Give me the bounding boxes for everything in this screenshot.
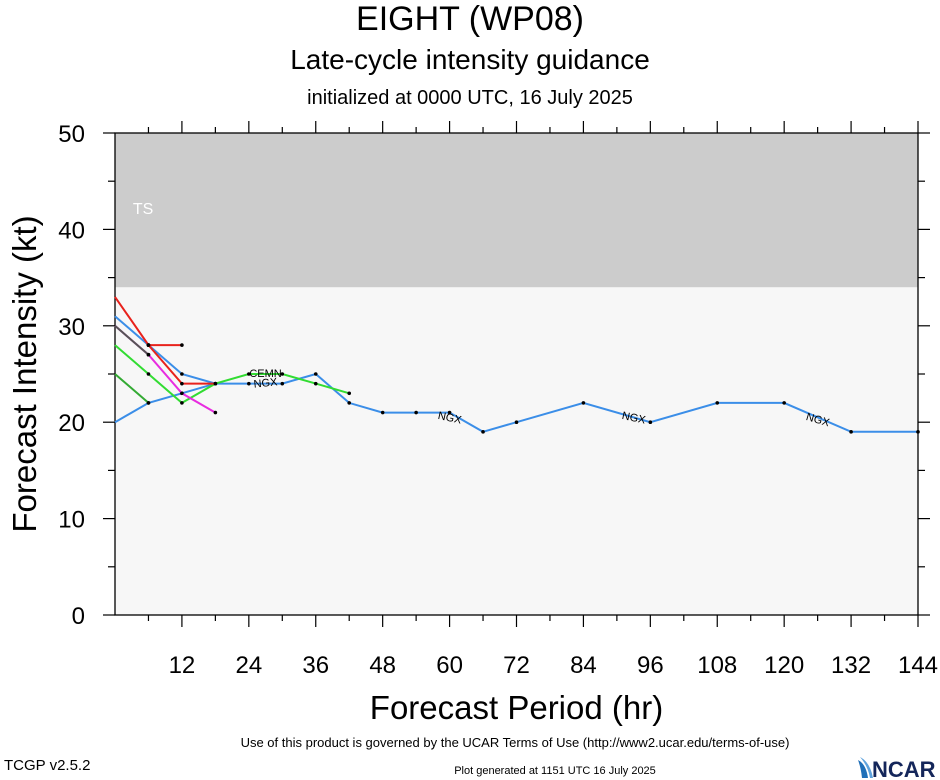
generated-time: Plot generated at 1151 UTC 16 July 2025 — [454, 765, 656, 777]
series-label: NGX — [621, 410, 647, 427]
series-label: NGX — [253, 376, 279, 390]
data-point — [414, 410, 418, 415]
series-model-3 — [114, 373, 151, 405]
data-point — [481, 430, 485, 434]
data-point — [916, 430, 920, 434]
y-tick-label: 40 — [58, 217, 85, 244]
data-point — [715, 401, 720, 405]
series-label: CEMN — [249, 368, 281, 380]
y-tick-label: 10 — [58, 507, 85, 534]
chart-subtitle: Late-cycle intensity guidance — [290, 44, 650, 75]
data-point — [180, 391, 184, 396]
data-point — [146, 352, 151, 357]
data-point — [146, 372, 151, 376]
x-tick-label: 132 — [831, 652, 871, 679]
initialization-time: initialized at 0000 UTC, 16 July 2025 — [307, 87, 633, 109]
data-point — [849, 430, 853, 434]
data-point — [347, 391, 352, 396]
y-tick-label: 30 — [58, 314, 85, 341]
data-point — [180, 381, 184, 386]
series-model-5 — [146, 343, 218, 386]
data-point — [347, 401, 352, 405]
data-point — [146, 343, 151, 347]
series-line — [114, 373, 150, 404]
data-point — [280, 381, 285, 386]
intensity-chart: TS 0 10 20 30 40 50 12 24 36 48 60 72 84 96 108 120 132 14… — [6, 121, 938, 726]
logo-arc-icon — [858, 760, 868, 778]
data-point — [380, 410, 385, 415]
data-point — [581, 401, 586, 405]
data-point — [180, 343, 184, 347]
series-line — [114, 344, 350, 405]
series-model-7 — [114, 325, 151, 357]
terms-of-use: Use of this product is governed by the U… — [240, 735, 790, 750]
y-tick-label: 20 — [58, 410, 85, 437]
x-tick-label: 96 — [637, 652, 664, 679]
ncar-logo: NCAR — [858, 757, 936, 780]
series-label: NGX — [437, 410, 463, 427]
x-tick-label: 144 — [898, 652, 938, 679]
intensity-band — [115, 133, 918, 288]
data-point — [280, 372, 285, 376]
data-point — [247, 372, 251, 376]
series-line — [114, 315, 216, 385]
x-tick-label: 24 — [235, 652, 262, 679]
data-point — [180, 372, 184, 376]
y-tick-label: 50 — [58, 121, 85, 148]
x-tick-label: 36 — [302, 652, 329, 679]
intensity-band — [115, 287, 918, 615]
y-tick-label: 0 — [72, 603, 85, 630]
data-point — [213, 410, 218, 415]
x-tick-label: 12 — [169, 652, 196, 679]
data-point — [313, 372, 318, 376]
series-line — [114, 325, 150, 356]
series-cemn: CEMN — [114, 344, 352, 405]
data-point — [514, 420, 519, 425]
logo-text: NCAR — [872, 757, 936, 780]
x-tick-label: 108 — [697, 652, 737, 679]
version-label: TCGP v2.5.2 — [4, 757, 91, 774]
data-point — [447, 410, 452, 415]
data-point — [313, 381, 318, 386]
data-point — [146, 401, 151, 405]
data-point — [247, 381, 251, 386]
y-axis-title: Forecast Intensity (kt) — [6, 215, 43, 532]
band-label: TS — [133, 201, 153, 218]
data-point — [648, 420, 653, 425]
data-point — [782, 401, 786, 405]
x-tick-label: 72 — [503, 652, 530, 679]
data-point — [213, 381, 218, 386]
chart-title: EIGHT (WP08) — [356, 0, 584, 38]
x-tick-label: 48 — [369, 652, 396, 679]
x-tick-label: 60 — [436, 652, 463, 679]
x-axis-title: Forecast Period (hr) — [370, 689, 663, 726]
data-point — [180, 401, 184, 405]
x-tick-label: 120 — [764, 652, 804, 679]
x-tick-label: 84 — [570, 652, 597, 679]
